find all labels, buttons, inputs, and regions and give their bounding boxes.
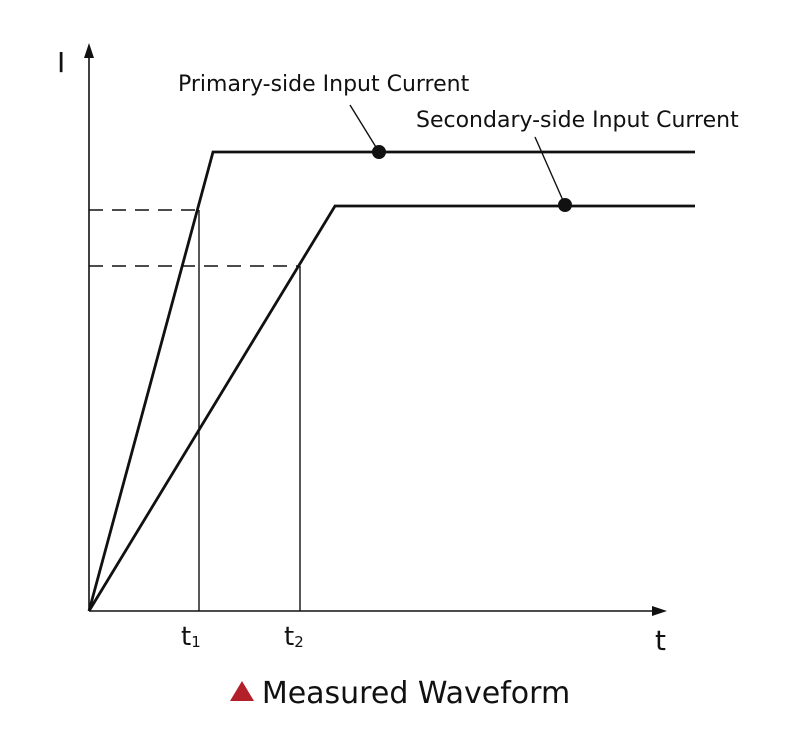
t1-tick-label: t1 (181, 622, 201, 652)
current-waveform-diagram: I t Primary-side Input Current Secondary… (57, 43, 739, 657)
y-axis-label: I (57, 46, 65, 79)
primary-callout-leader (349, 104, 380, 153)
primary-callout-dot (372, 145, 386, 159)
secondary-callout-dot (558, 198, 572, 212)
primary-current-waveform (87, 150, 695, 612)
x-axis-label: t (655, 624, 666, 657)
secondary-current-waveform (87, 204, 695, 612)
red-triangle-icon (229, 681, 254, 701)
x-axis-arrow (652, 606, 667, 616)
secondary-callout-label: Secondary-side Input Current (416, 108, 739, 133)
figure-caption: Measured Waveform (0, 676, 800, 711)
y-axis-arrow (84, 43, 94, 58)
primary-callout-label: Primary-side Input Current (178, 72, 470, 97)
caption-text: Measured Waveform (261, 676, 571, 711)
secondary-callout-leader (534, 136, 566, 206)
t2-tick-label: t2 (284, 622, 304, 652)
